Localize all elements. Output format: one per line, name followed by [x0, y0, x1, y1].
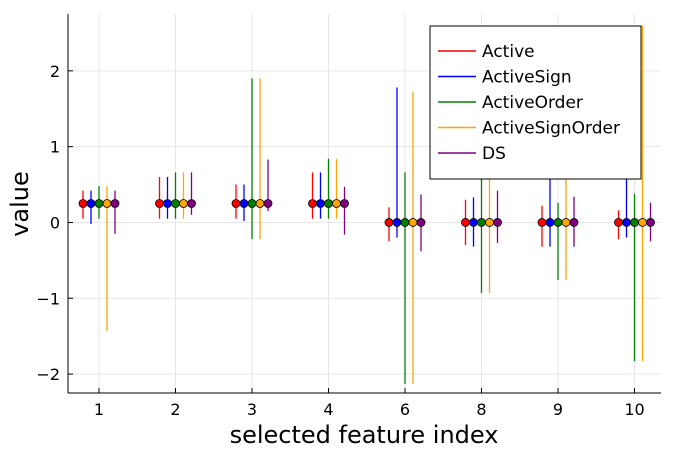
data-point	[485, 218, 494, 227]
x-tick-label: 1	[94, 400, 104, 419]
legend-label: ActiveSign	[482, 68, 572, 88]
data-point	[493, 218, 502, 227]
data-point	[537, 218, 547, 227]
series-Active	[82, 172, 620, 247]
legend: Active ActiveSign ActiveOrder ActiveSignOrd…	[429, 25, 642, 180]
data-point	[384, 218, 394, 227]
data-point	[247, 199, 257, 208]
data-point	[469, 218, 478, 227]
legend-label: DS	[482, 144, 506, 164]
x-tick-label: 6	[400, 400, 410, 419]
data-point	[622, 218, 631, 227]
data-point	[340, 199, 349, 208]
y-axis-label: value	[6, 171, 34, 237]
data-point	[614, 218, 623, 227]
series-points-ActiveSignOrder	[102, 199, 647, 227]
data-point	[638, 218, 647, 227]
data-point	[231, 199, 241, 208]
data-point	[187, 199, 196, 208]
data-point	[308, 199, 317, 208]
legend-label: Active	[482, 42, 535, 62]
data-point	[400, 218, 410, 227]
data-point	[392, 218, 402, 227]
axes: −2 −1 0 1 2 1 2 3 4 6 8 9 10	[36, 14, 661, 419]
data-point	[646, 218, 655, 227]
x-tick-label: 3	[247, 400, 257, 419]
data-point	[324, 199, 333, 208]
y-tick-label: 0	[50, 213, 60, 232]
data-point	[545, 218, 555, 227]
data-point	[155, 199, 164, 208]
data-point	[102, 199, 112, 208]
data-point	[416, 218, 426, 227]
data-point	[316, 199, 325, 208]
legend-label: ActiveSignOrder	[482, 119, 620, 139]
data-point	[163, 199, 172, 208]
data-point	[477, 218, 486, 227]
y-tick-label: 1	[50, 138, 60, 157]
data-point	[78, 199, 88, 208]
x-tick-label: 10	[624, 400, 644, 419]
data-point	[332, 199, 341, 208]
x-tick-label: 8	[476, 400, 486, 419]
y-tick-label: −1	[36, 289, 60, 308]
data-point	[263, 199, 273, 208]
data-point	[553, 218, 563, 227]
y-tick-label: −2	[36, 365, 60, 384]
data-point	[86, 199, 96, 208]
data-point	[179, 199, 188, 208]
x-tick-label: 9	[553, 400, 563, 419]
data-point	[94, 199, 104, 208]
data-layer	[78, 25, 655, 384]
x-tick-label: 4	[323, 400, 333, 419]
data-point	[255, 199, 265, 208]
y-tick-label: 2	[50, 62, 60, 81]
data-point	[171, 199, 180, 208]
data-point	[408, 218, 418, 227]
data-point	[561, 218, 571, 227]
data-point	[630, 218, 639, 227]
legend-label: ActiveOrder	[482, 93, 583, 113]
data-point	[461, 218, 470, 227]
data-point	[569, 218, 579, 227]
x-axis-label: selected feature index	[230, 421, 499, 449]
series-points-DS	[110, 199, 655, 227]
data-point	[239, 199, 249, 208]
data-point	[110, 199, 120, 208]
x-tick-label: 2	[170, 400, 180, 419]
